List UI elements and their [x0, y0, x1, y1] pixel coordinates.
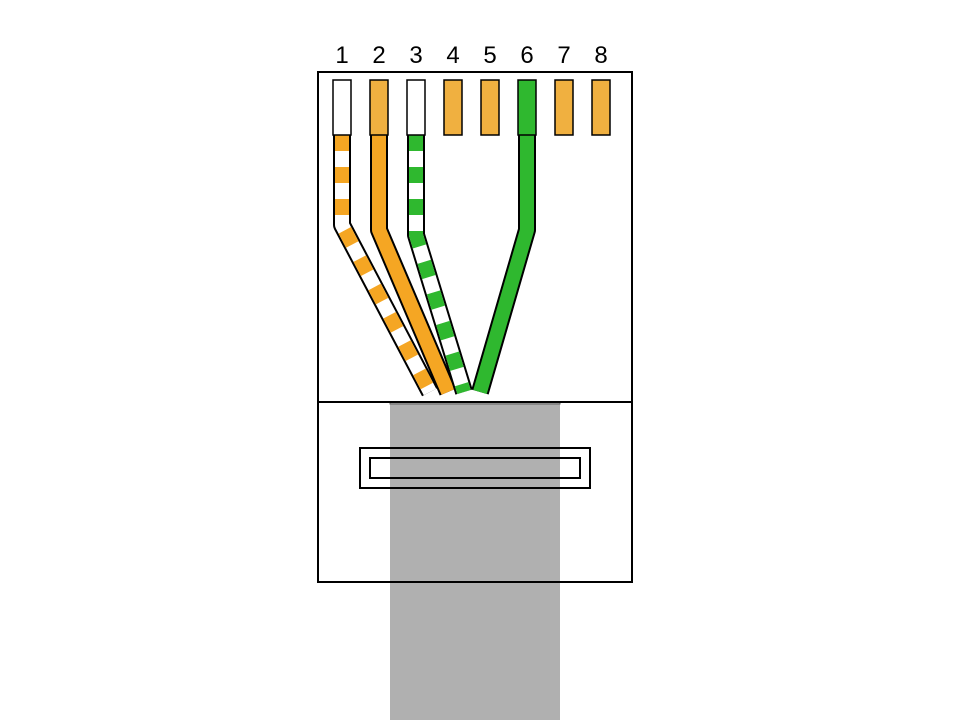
- diagram-canvas: 12345678: [0, 0, 960, 720]
- pin-contact-4: [444, 80, 462, 135]
- pin-contact-8: [592, 80, 610, 135]
- pin-contact-6: [518, 80, 536, 135]
- pin-contact-2: [370, 80, 388, 135]
- pin-contact-5: [481, 80, 499, 135]
- pin-contact-7: [555, 80, 573, 135]
- pin-label-2: 2: [364, 42, 394, 70]
- pin-label-8: 8: [586, 42, 616, 70]
- pin-label-5: 5: [475, 42, 505, 70]
- cable-jacket: [390, 392, 560, 720]
- pin-label-1: 1: [327, 42, 357, 70]
- pin-label-4: 4: [438, 42, 468, 70]
- pin-contact-3: [407, 80, 425, 135]
- pin-label-7: 7: [549, 42, 579, 70]
- pin-label-6: 6: [512, 42, 542, 70]
- pin-label-3: 3: [401, 42, 431, 70]
- rj45-diagram: [0, 0, 960, 720]
- pin-contact-1: [333, 80, 351, 135]
- connector-body-fill: [318, 72, 632, 402]
